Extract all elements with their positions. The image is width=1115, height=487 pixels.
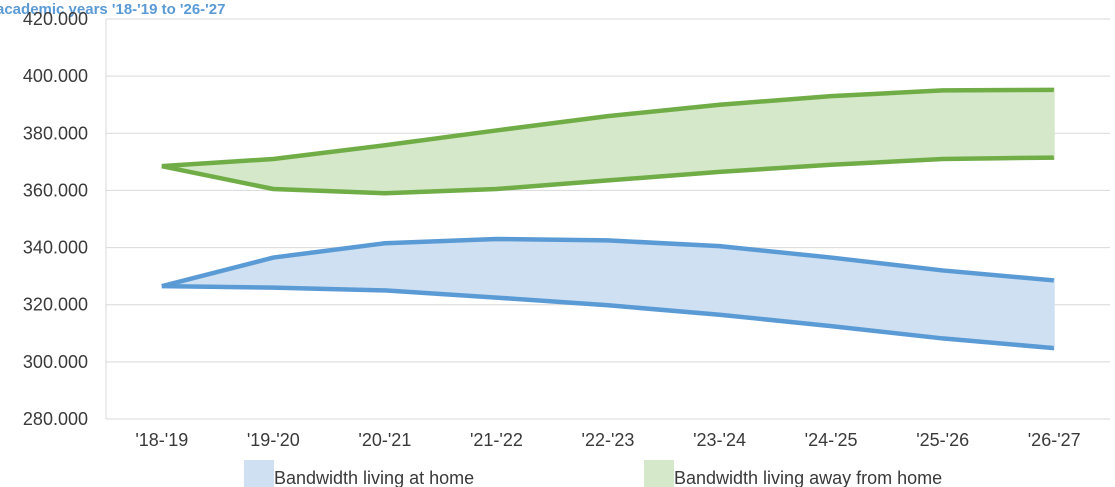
y-tick-label: 400.000 bbox=[23, 66, 88, 86]
y-tick-label: 340.000 bbox=[23, 238, 88, 258]
x-tick-label: '26-'27 bbox=[1028, 430, 1081, 450]
y-axis: 280.000 300.000 320.000 340.000 360.000 380.0… bbox=[23, 9, 88, 429]
x-tick-label: '23-'24 bbox=[693, 430, 746, 450]
x-tick-label: '25-'26 bbox=[916, 430, 969, 450]
x-axis: '18-'19 '19-'20 '20-'21 '21-'22 '22-'23 '23-'… bbox=[135, 430, 1080, 450]
y-tick-label: 380.000 bbox=[23, 123, 88, 143]
legend-swatch-1 bbox=[644, 460, 674, 487]
gridlines bbox=[105, 18, 1110, 420]
y-tick-label: 420.000 bbox=[23, 9, 88, 29]
y-tick-label: 360.000 bbox=[23, 180, 88, 200]
band-lower-line-0 bbox=[161, 283, 1055, 351]
x-tick-label: '21-'22 bbox=[470, 430, 523, 450]
y-tick-label: 320.000 bbox=[23, 295, 88, 315]
band-upper-line-1 bbox=[161, 87, 1055, 169]
legend-label-1: Bandwidth living away from home bbox=[674, 468, 942, 487]
x-tick-label: '19-'20 bbox=[247, 430, 300, 450]
x-tick-label: '18-'19 bbox=[135, 430, 188, 450]
band-fill-0 bbox=[161, 239, 1055, 349]
chart-title: academic years '18-'19 to '26-'27 bbox=[0, 1, 225, 18]
band-lower-line-1 bbox=[161, 155, 1055, 196]
y-tick-label: 280.000 bbox=[23, 409, 88, 429]
y-tick-label: 300.000 bbox=[23, 352, 88, 372]
legend: Bandwidth living at home Bandwidth living… bbox=[244, 460, 942, 487]
x-tick-label: '20-'21 bbox=[358, 430, 411, 450]
x-tick-label: '22-'23 bbox=[582, 430, 635, 450]
bands bbox=[161, 87, 1055, 351]
legend-swatch-0 bbox=[244, 460, 274, 487]
band-fill-1 bbox=[161, 89, 1055, 194]
band-upper-line-0 bbox=[161, 236, 1055, 289]
x-tick-label: '24-'25 bbox=[805, 430, 858, 450]
legend-label-0: Bandwidth living at home bbox=[274, 468, 474, 487]
